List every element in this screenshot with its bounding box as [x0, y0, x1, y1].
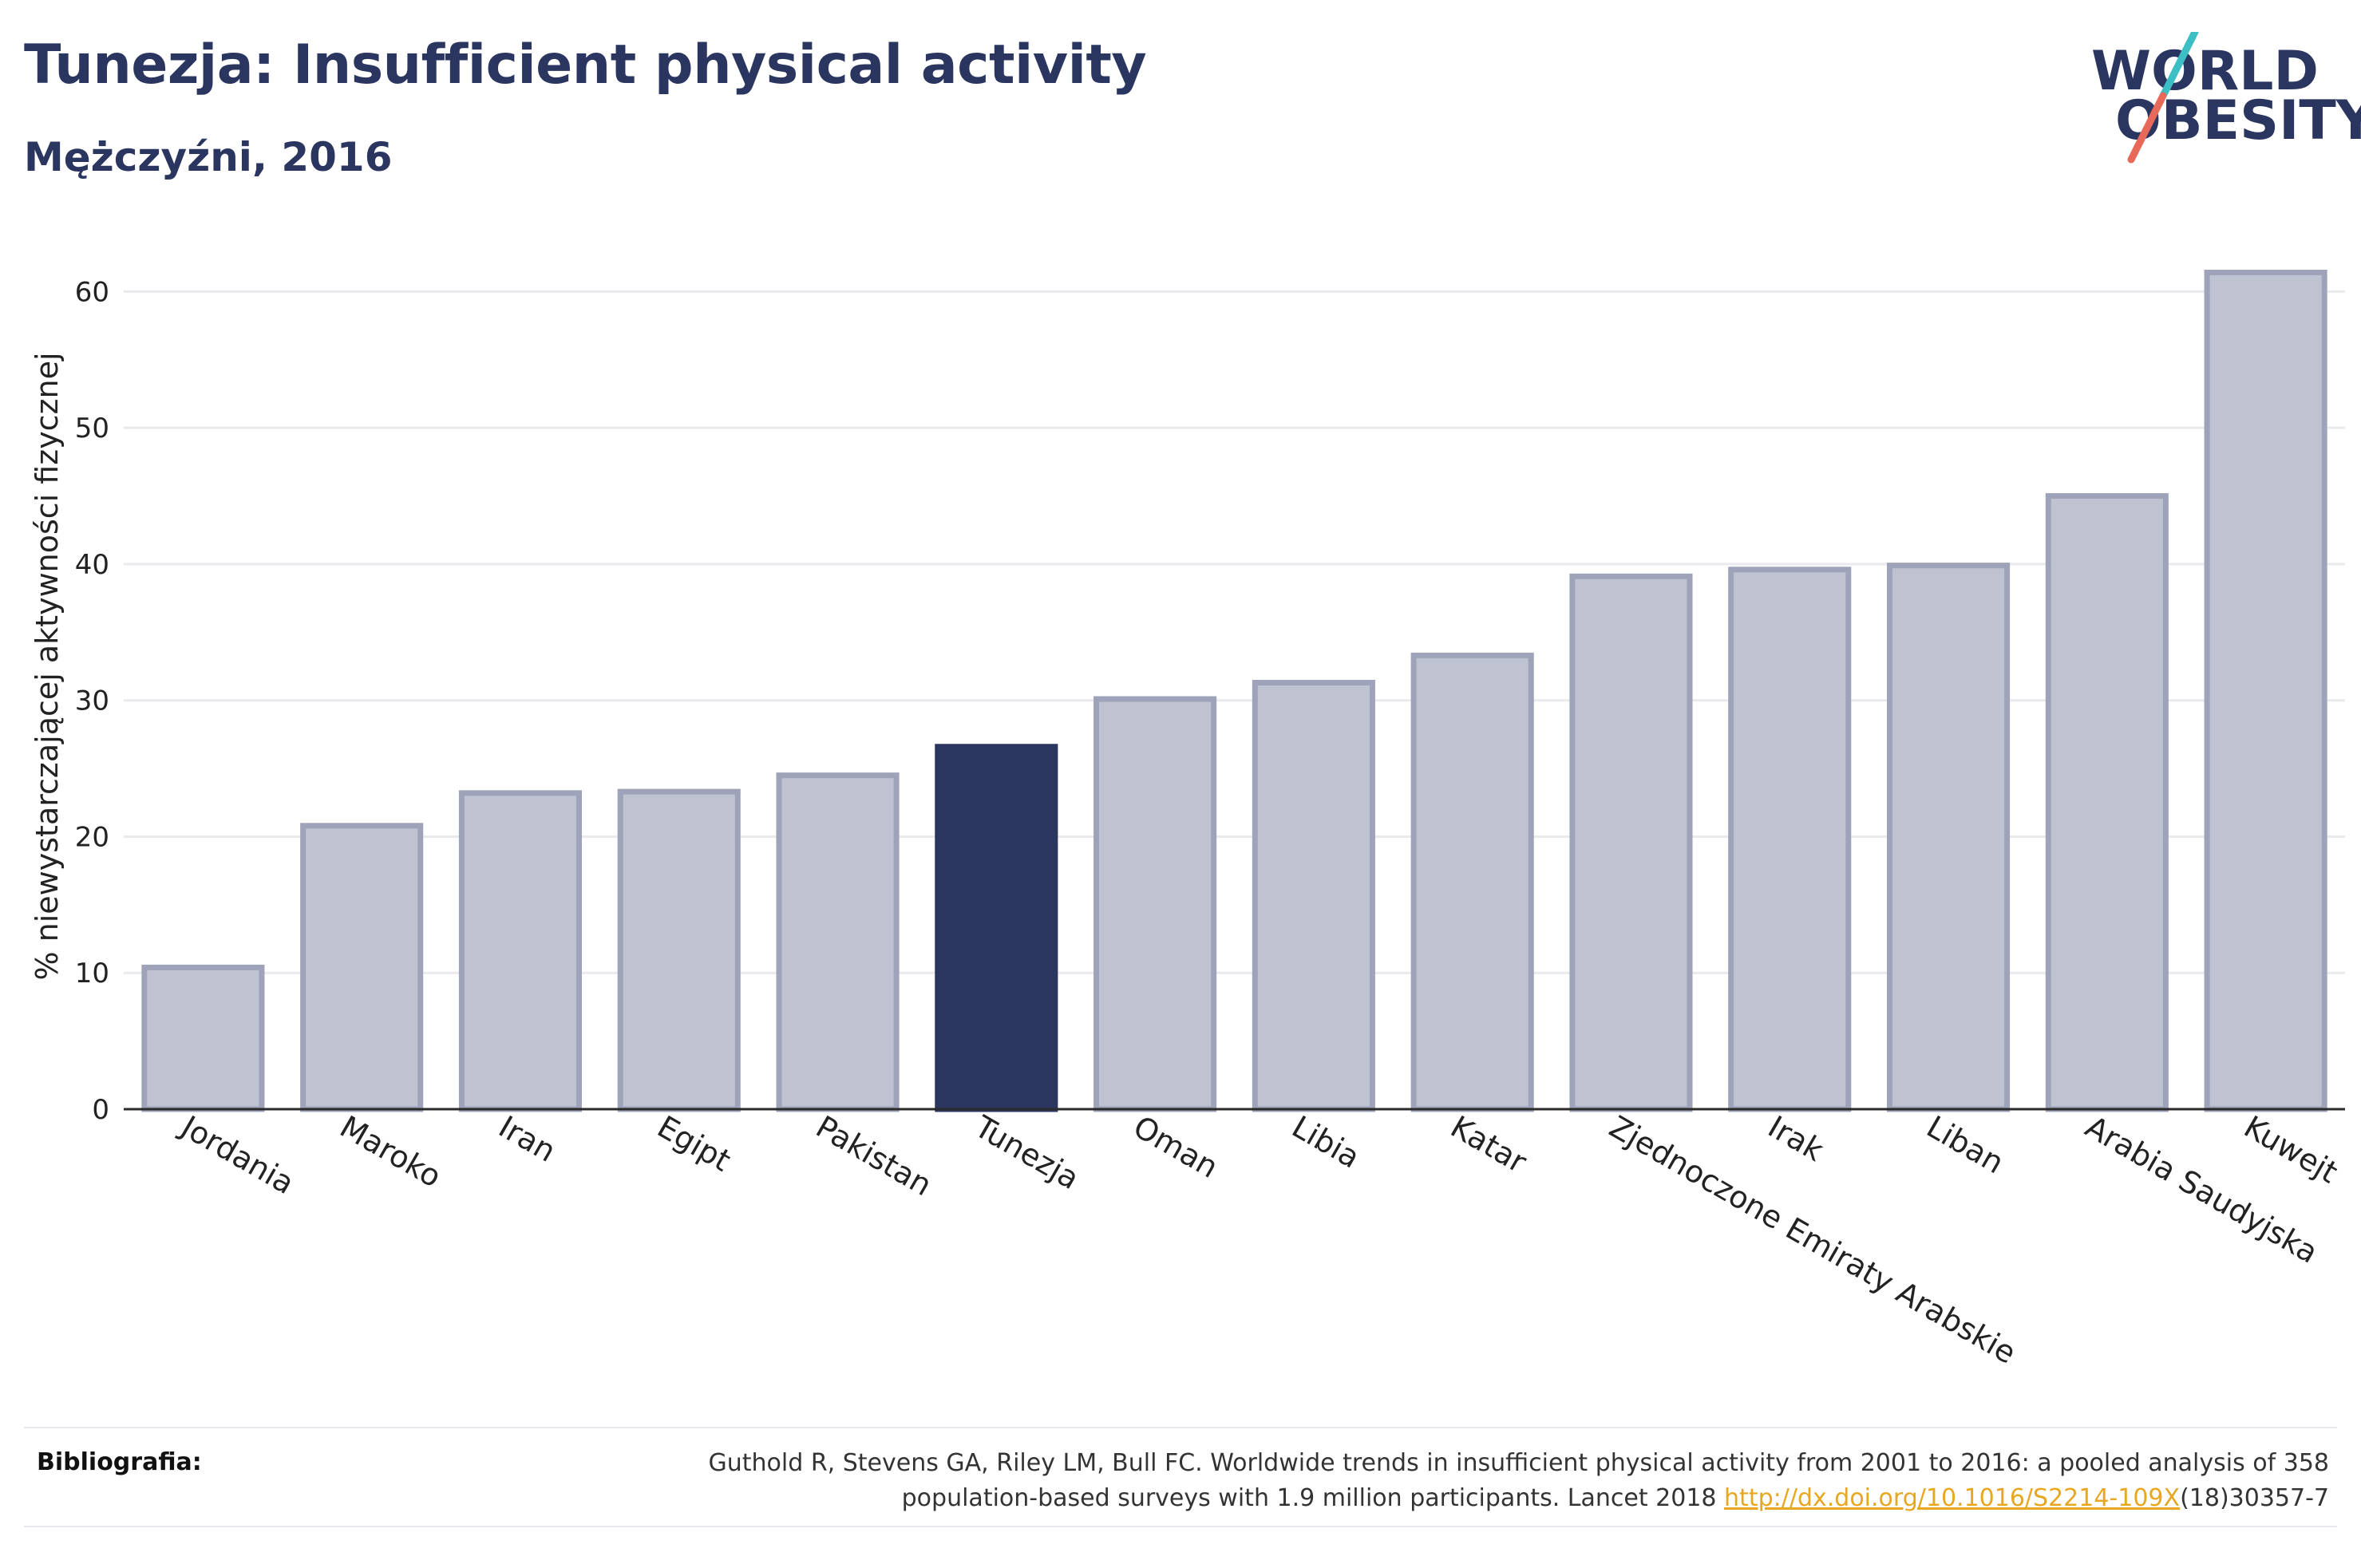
x-tick-label: Irak: [1762, 1109, 1829, 1168]
bar: [1728, 567, 1852, 1112]
bar: [1886, 563, 2011, 1112]
bar-chart: 0 10 20 30 40 50 60 % niewystarczającej aktywno…: [30, 269, 2345, 1371]
bibliography-line2-suffix: (18)30357-7: [2180, 1484, 2329, 1512]
chart-title: Tunezja: Insufficient physical activity: [24, 34, 1147, 97]
bibliography-doi-link[interactable]: http://dx.doi.org/10.1016/S2214-109X: [1724, 1484, 2181, 1512]
x-tick-label: Kuwejt: [2238, 1109, 2343, 1191]
x-tick-label: Maroko: [334, 1109, 448, 1195]
y-tick-label: 50: [75, 413, 109, 444]
logo-text-world: WORLD: [2091, 40, 2319, 103]
x-tick-label: Tunezja: [968, 1108, 1086, 1196]
chart-subtitle: Mężczyźni, 2016: [24, 134, 393, 180]
bar: [1252, 679, 1375, 1112]
divider-bottom: [24, 1526, 2337, 1527]
x-tick-label: Libia: [1286, 1109, 1366, 1175]
bar: [776, 772, 900, 1112]
x-tick-label: Pakistan: [810, 1109, 938, 1203]
y-tick-label: 60: [75, 276, 109, 308]
x-tick-label: Egipt: [651, 1109, 737, 1179]
bar: [458, 790, 583, 1112]
bar: [1093, 696, 1217, 1112]
divider-top: [24, 1427, 2337, 1428]
bar: [1410, 652, 1534, 1112]
x-tick-label: Jordania: [174, 1108, 300, 1201]
y-tick-label: 20: [75, 821, 109, 853]
x-tick-label: Iran: [492, 1109, 561, 1169]
world-obesity-logo: WORLD OBESITY: [2083, 32, 2361, 168]
x-tick-label: Oman: [1128, 1109, 1224, 1185]
y-tick-label: 30: [75, 685, 109, 717]
bibliography-line2: population-based surveys with 1.9 millio…: [901, 1484, 1725, 1512]
y-tick-label: 40: [75, 549, 109, 581]
bar: [2045, 493, 2169, 1112]
bar: [617, 788, 741, 1112]
bibliography-text: Guthold R, Stevens GA, Riley LM, Bull FC…: [493, 1446, 2329, 1516]
bar: [300, 823, 424, 1112]
bar: [935, 744, 1058, 1112]
bar: [2204, 269, 2327, 1112]
bar: [1569, 573, 1693, 1112]
x-tick-label: Katar: [1445, 1109, 1532, 1180]
y-axis-title: % niewystarczającej aktywności fizycznej: [30, 352, 65, 980]
logo-slash-icon: [2127, 32, 2199, 164]
bibliography-line1: Guthold R, Stevens GA, Riley LM, Bull FC…: [708, 1449, 2329, 1477]
x-tick-label: Liban: [1921, 1109, 2010, 1181]
y-tick-label: 0: [92, 1094, 109, 1126]
y-tick-label: 10: [75, 958, 109, 989]
bibliography-label: Bibliografia:: [37, 1448, 202, 1476]
bar: [141, 964, 265, 1112]
